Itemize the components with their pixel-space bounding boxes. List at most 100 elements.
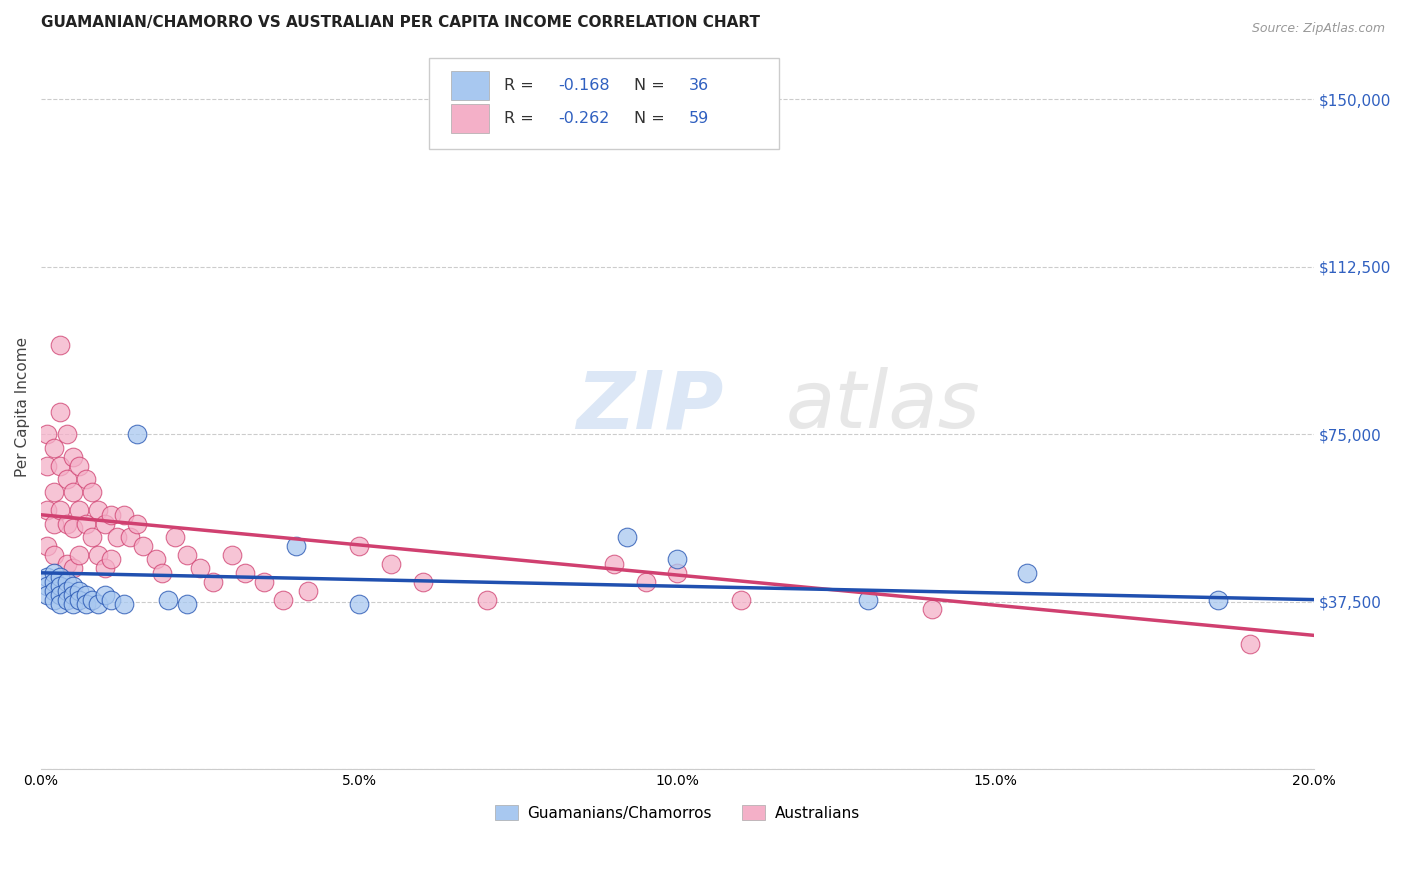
Point xyxy=(42,485,65,500)
Point xyxy=(62,597,84,611)
Point xyxy=(62,485,84,500)
Point xyxy=(221,548,243,562)
Point xyxy=(120,530,142,544)
Point xyxy=(284,539,307,553)
Point xyxy=(1239,637,1261,651)
Point xyxy=(666,552,689,566)
Point xyxy=(634,574,657,589)
Point xyxy=(271,592,294,607)
Point xyxy=(349,597,371,611)
Point xyxy=(37,503,59,517)
Point xyxy=(49,579,72,593)
Point xyxy=(666,566,689,580)
Point xyxy=(42,548,65,562)
Point xyxy=(93,588,115,602)
Text: atlas: atlas xyxy=(786,368,980,445)
Text: Source: ZipAtlas.com: Source: ZipAtlas.com xyxy=(1251,22,1385,36)
Point xyxy=(42,441,65,455)
Point xyxy=(37,588,59,602)
Point xyxy=(49,405,72,419)
Point xyxy=(349,539,371,553)
Point xyxy=(93,561,115,575)
Point xyxy=(201,574,224,589)
Point xyxy=(67,592,90,607)
Point xyxy=(107,530,129,544)
Point xyxy=(67,583,90,598)
Point xyxy=(157,592,180,607)
Point xyxy=(67,458,90,473)
Point xyxy=(67,503,90,517)
Point xyxy=(100,508,122,522)
Point xyxy=(55,592,77,607)
FancyBboxPatch shape xyxy=(429,58,779,149)
Point xyxy=(858,592,880,607)
Point xyxy=(1017,566,1039,580)
Point xyxy=(616,530,638,544)
Point xyxy=(42,566,65,580)
Point xyxy=(1208,592,1230,607)
Point xyxy=(233,566,256,580)
Point xyxy=(42,592,65,607)
Point xyxy=(100,592,122,607)
Point xyxy=(380,557,402,571)
Point xyxy=(87,503,110,517)
Point xyxy=(475,592,498,607)
Point xyxy=(87,548,110,562)
Point xyxy=(176,597,198,611)
Point xyxy=(921,601,943,615)
Point xyxy=(188,561,211,575)
Point xyxy=(412,574,434,589)
Point xyxy=(55,583,77,598)
Point xyxy=(37,458,59,473)
Point xyxy=(75,472,97,486)
Point xyxy=(55,427,77,442)
Text: ZIP: ZIP xyxy=(575,368,723,445)
Point xyxy=(125,516,148,531)
FancyBboxPatch shape xyxy=(451,70,489,100)
Point xyxy=(176,548,198,562)
Point xyxy=(55,516,77,531)
Point xyxy=(163,530,186,544)
Point xyxy=(80,530,103,544)
Point xyxy=(297,583,319,598)
Text: R =: R = xyxy=(505,111,534,126)
Point xyxy=(75,516,97,531)
Point xyxy=(75,588,97,602)
Point xyxy=(145,552,167,566)
Point xyxy=(87,597,110,611)
Point xyxy=(75,597,97,611)
Point xyxy=(132,539,155,553)
Text: -0.168: -0.168 xyxy=(558,78,609,93)
Point xyxy=(49,588,72,602)
Point xyxy=(67,548,90,562)
Point xyxy=(37,570,59,584)
Point xyxy=(62,521,84,535)
Point xyxy=(150,566,173,580)
FancyBboxPatch shape xyxy=(451,103,489,133)
Point xyxy=(42,516,65,531)
Point xyxy=(253,574,276,589)
Text: -0.262: -0.262 xyxy=(558,111,609,126)
Point xyxy=(62,579,84,593)
Text: 59: 59 xyxy=(689,111,709,126)
Point xyxy=(603,557,626,571)
Point xyxy=(37,427,59,442)
Point xyxy=(112,597,135,611)
Text: GUAMANIAN/CHAMORRO VS AUSTRALIAN PER CAPITA INCOME CORRELATION CHART: GUAMANIAN/CHAMORRO VS AUSTRALIAN PER CAP… xyxy=(41,15,761,30)
Point xyxy=(80,485,103,500)
Point xyxy=(62,561,84,575)
Point xyxy=(112,508,135,522)
Point xyxy=(49,597,72,611)
Point xyxy=(49,570,72,584)
Point xyxy=(62,588,84,602)
Point xyxy=(80,592,103,607)
Point xyxy=(93,516,115,531)
Point xyxy=(125,427,148,442)
Text: N =: N = xyxy=(634,78,665,93)
Point xyxy=(42,574,65,589)
Point xyxy=(49,338,72,352)
Point xyxy=(42,583,65,598)
Point xyxy=(55,472,77,486)
Point xyxy=(55,557,77,571)
Y-axis label: Per Capita Income: Per Capita Income xyxy=(15,336,30,476)
